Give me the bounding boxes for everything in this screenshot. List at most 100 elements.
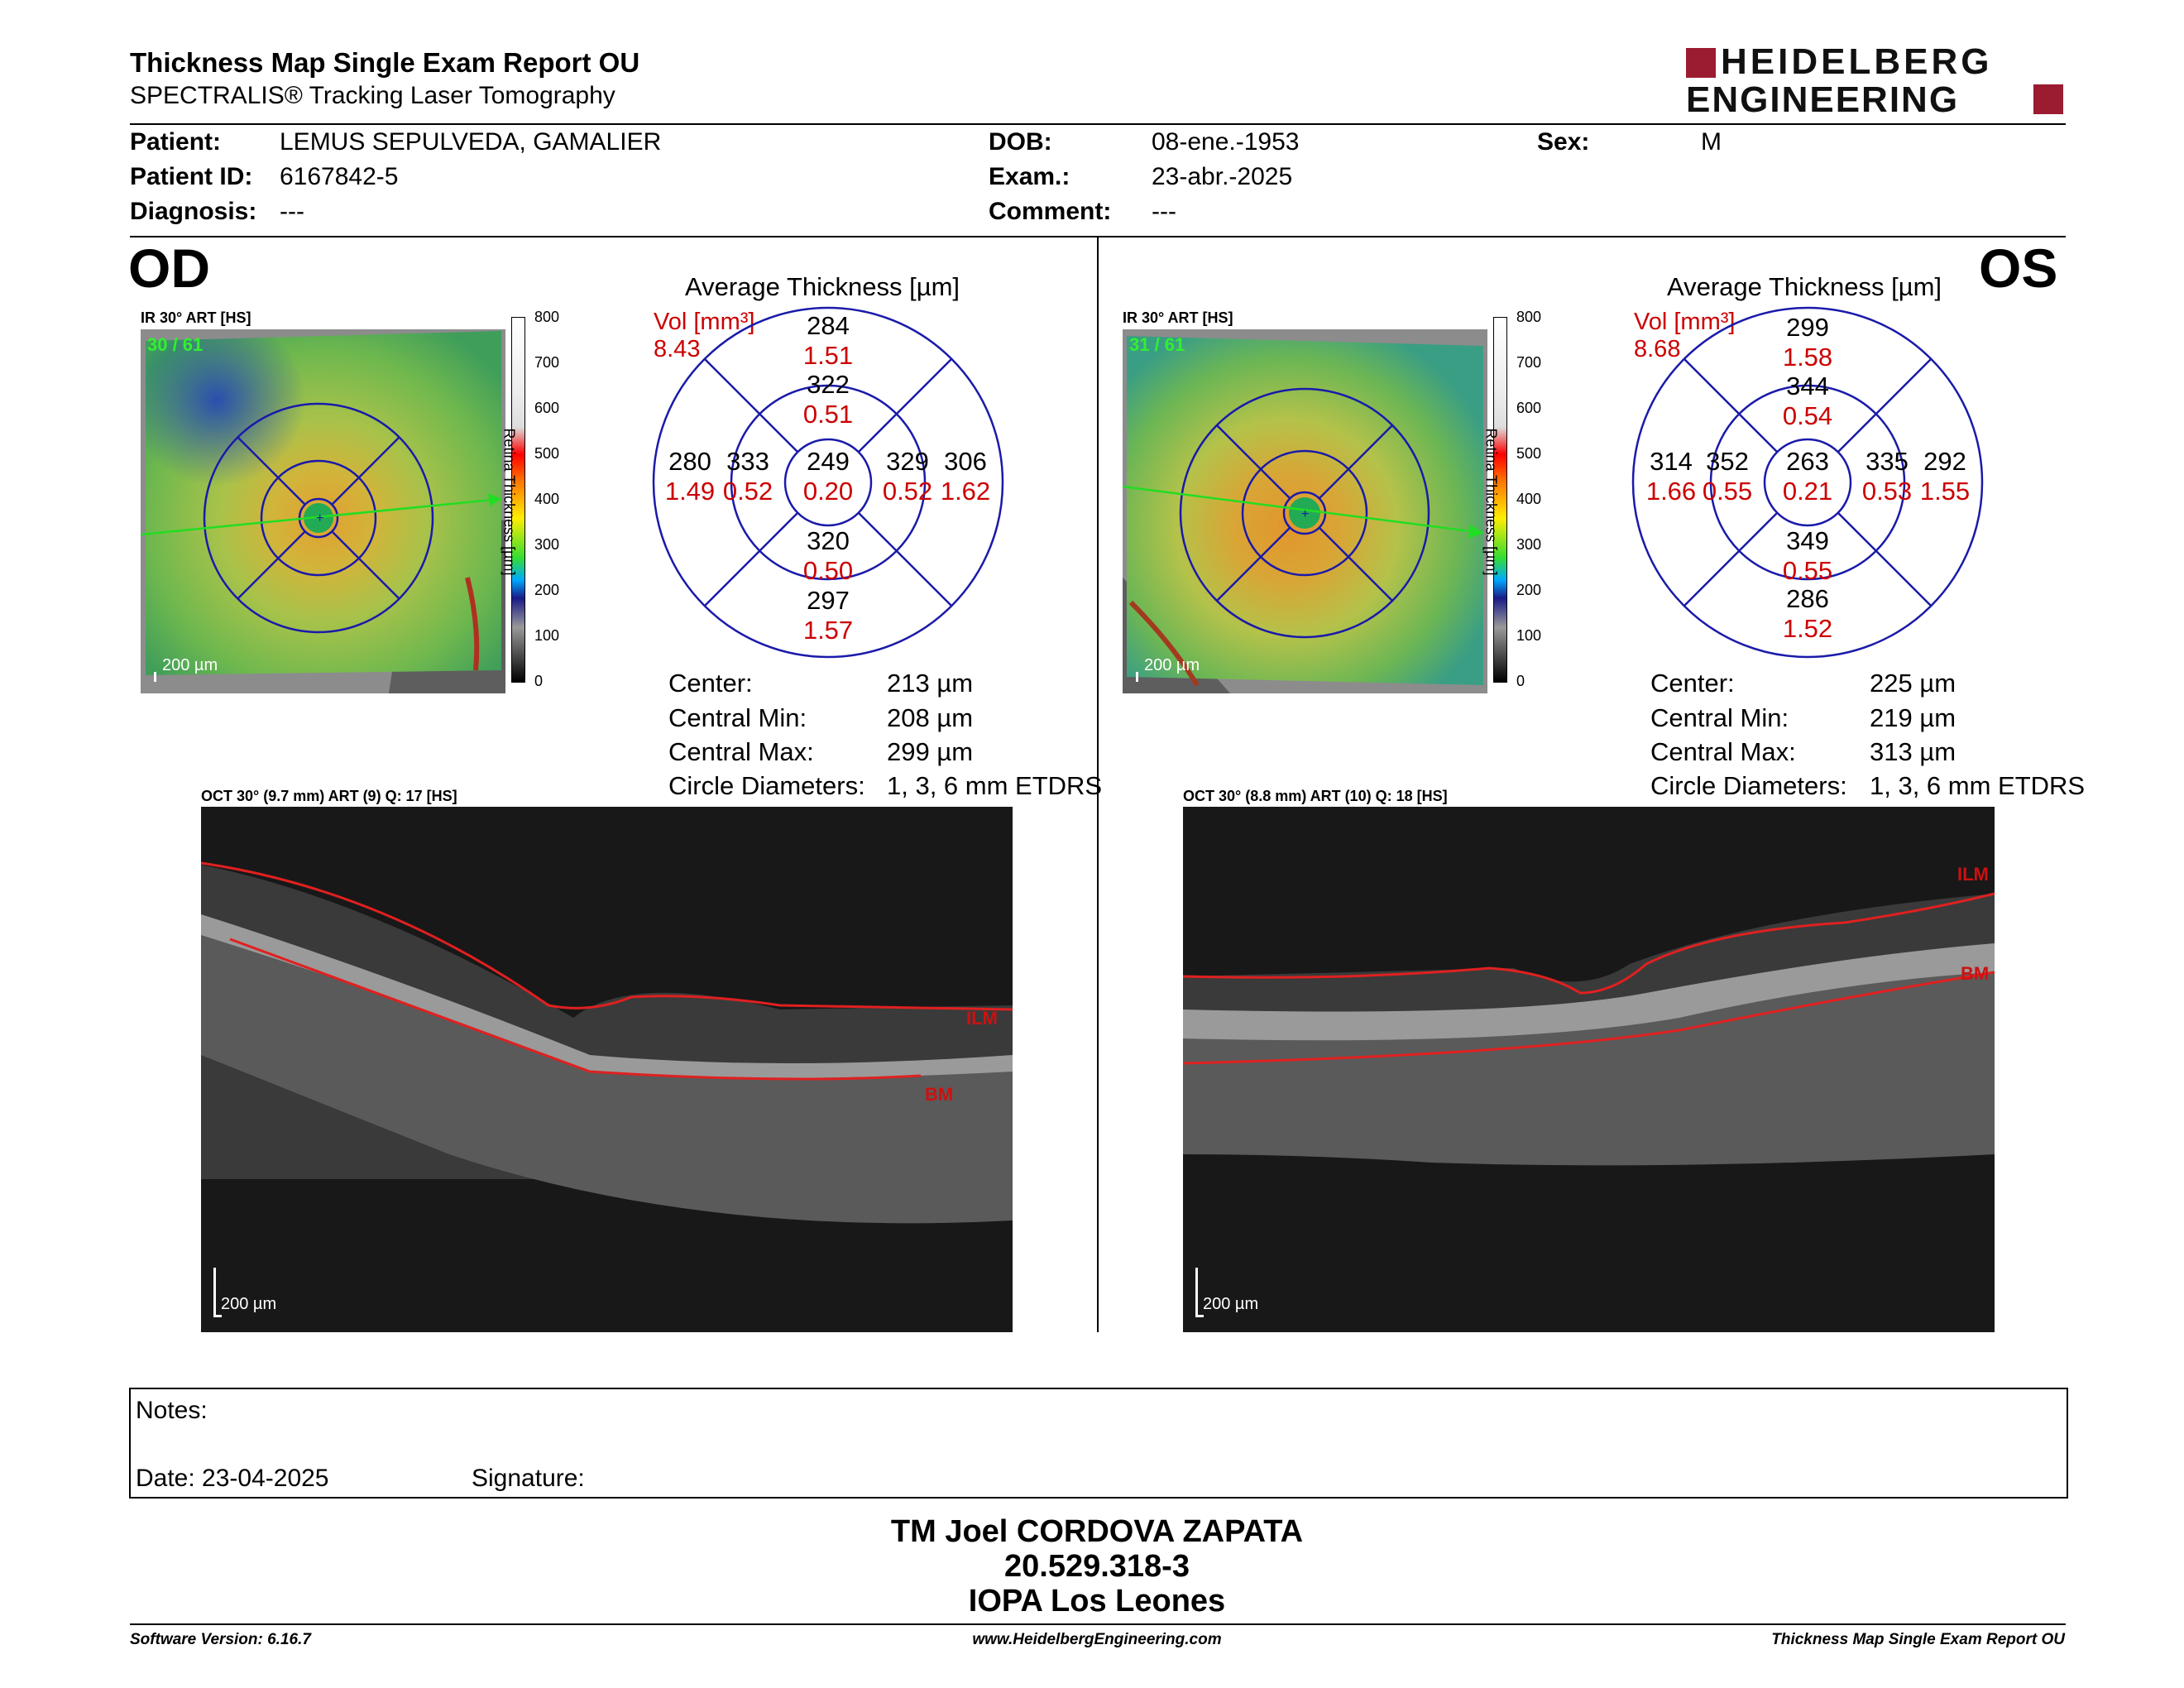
od-outer-right-volume: 1.62 (940, 477, 991, 506)
od-outer-inferior-thickness: 297 (807, 586, 850, 615)
patient-id-label: Patient ID: (130, 163, 253, 190)
od-oct-label: OCT 30° (9.7 mm) ART (9) Q: 17 [HS] (201, 788, 457, 804)
od-inner-inferior-thickness: 320 (807, 526, 850, 555)
od-stat-center-value: 213 µm (887, 669, 974, 698)
od-ir-scale-bar (154, 672, 156, 682)
report-subtitle: SPECTRALIS® Tracking Laser Tomography (130, 82, 615, 109)
od-outer-superior-volume: 1.51 (802, 341, 854, 370)
os-outer-left-thickness: 314 (1650, 447, 1693, 476)
svg-text:+: + (1301, 507, 1309, 521)
os-eye-label: OS (1979, 237, 2058, 299)
od-ir-scale-label: 200 µm (162, 656, 218, 674)
notes-date: Date: 23-04-2025 (136, 1465, 329, 1492)
os-inner-superior-thickness: 344 (1786, 372, 1829, 400)
dob-value: 08-ene.-1953 (1152, 128, 1300, 156)
od-colorbar-title: Retina Thickness [µm] (500, 428, 518, 576)
os-outer-right-volume: 1.55 (1919, 477, 1971, 506)
os-oct-bm-label: BM (1961, 963, 1990, 984)
od-oct-scale-bar (213, 1268, 216, 1317)
od-outer-inferior-volume: 1.57 (802, 616, 854, 645)
diagnosis-label: Diagnosis: (130, 198, 257, 225)
comment-label: Comment: (989, 198, 1112, 225)
os-inner-inferior-volume: 0.55 (1782, 556, 1833, 585)
os-vol-total: 8.68 (1634, 336, 1681, 362)
footer-software-version: Software Version: 6.16.7 (130, 1631, 311, 1648)
os-outer-left-volume: 1.66 (1645, 477, 1697, 506)
os-vol-label: Vol [mm³] (1634, 309, 1736, 335)
patient-label: Patient: (130, 128, 222, 156)
os-ir-scale-bar (1136, 672, 1138, 682)
od-stat-central-max-value: 299 µm (887, 737, 974, 766)
footer-website-link[interactable]: www.HeidelbergEngineering.com (972, 1631, 1222, 1648)
od-oct-bscan-image (201, 807, 1013, 1332)
od-inner-superior-volume: 0.51 (802, 400, 854, 429)
exam-value: 23-abr.-2025 (1152, 163, 1293, 190)
os-outer-right-thickness: 292 (1923, 447, 1966, 476)
od-stat-central-min-label: Central Min: (668, 703, 807, 732)
os-colorbar-title: Retina Thickness [µm] (1482, 428, 1500, 576)
os-oct-bscan-image (1183, 807, 1995, 1332)
os-stat-circle-diameters-label: Circle Diameters: (1650, 771, 1847, 800)
os-inner-left-volume: 0.55 (1702, 477, 1753, 506)
notes-box (129, 1388, 2068, 1499)
os-colorbar (1493, 317, 1507, 683)
svg-text:+: + (316, 511, 323, 525)
os-stat-central-min-label: Central Min: (1650, 703, 1789, 732)
os-outer-superior-volume: 1.58 (1782, 343, 1833, 372)
os-stat-center-value: 225 µm (1870, 669, 1956, 698)
os-stat-central-min-value: 219 µm (1870, 703, 1956, 732)
od-colorbar-tick-700: 700 (534, 354, 560, 371)
os-center-thickness: 263 (1786, 447, 1829, 476)
exam-label: Exam.: (989, 163, 1070, 190)
notes-signature-label: Signature: (472, 1465, 585, 1492)
od-inner-right-volume: 0.52 (882, 477, 933, 506)
os-colorbar-tick-500: 500 (1516, 445, 1542, 462)
os-average-thickness-title: Average Thickness [µm] (1667, 272, 1942, 301)
sex-label: Sex: (1537, 128, 1590, 156)
od-colorbar-tick-300: 300 (534, 536, 560, 553)
os-oct-ilm-label: ILM (1957, 864, 1989, 885)
od-center-thickness: 249 (807, 447, 850, 476)
od-oct-scale-bar-foot (213, 1315, 222, 1317)
os-inner-right-thickness: 335 (1866, 447, 1909, 476)
patient-rule (130, 236, 2066, 237)
header-rule (130, 123, 2066, 125)
os-inner-superior-volume: 0.54 (1782, 401, 1833, 430)
os-colorbar-tick-800: 800 (1516, 309, 1542, 325)
os-etdrs-grid (1631, 306, 1984, 659)
od-vol-label: Vol [mm³] (654, 309, 755, 335)
os-thickness-map-image: + (1123, 329, 1487, 693)
od-stat-center-label: Center: (668, 669, 753, 698)
od-center-volume: 0.20 (802, 477, 854, 506)
od-colorbar (511, 317, 525, 683)
diagnosis-value: --- (280, 198, 304, 225)
logo-line-2: ENGINEERING (1686, 79, 1960, 120)
logo-red-square-top (1686, 48, 1716, 78)
od-ir-art-count: 30 / 61 (147, 334, 204, 355)
os-inner-left-thickness: 352 (1706, 447, 1749, 476)
od-colorbar-tick-800: 800 (534, 309, 560, 325)
od-colorbar-tick-200: 200 (534, 582, 560, 598)
od-colorbar-tick-500: 500 (534, 445, 560, 462)
os-oct-scale-label: 200 µm (1203, 1295, 1259, 1313)
os-stat-center-label: Center: (1650, 669, 1735, 698)
notes-label: Notes: (136, 1397, 208, 1424)
od-stat-circle-diameters-label: Circle Diameters: (668, 771, 865, 800)
os-stat-circle-diameters-value: 1, 3, 6 mm ETDRS (1870, 771, 2086, 800)
od-colorbar-tick-0: 0 (534, 673, 544, 689)
od-inner-right-thickness: 329 (886, 447, 929, 476)
os-colorbar-tick-700: 700 (1516, 354, 1542, 371)
center-divider (1097, 237, 1099, 1332)
od-etdrs-grid (652, 306, 1004, 659)
os-oct-scale-bar-foot (1195, 1315, 1204, 1317)
patient-name: LEMUS SEPULVEDA, GAMALIER (280, 128, 662, 156)
os-outer-inferior-volume: 1.52 (1782, 614, 1833, 643)
od-eye-label: OD (128, 237, 210, 299)
od-oct-ilm-label: ILM (966, 1008, 998, 1029)
os-ir-scale-label: 200 µm (1144, 656, 1200, 674)
os-stat-central-max-value: 313 µm (1870, 737, 1956, 766)
od-inner-left-thickness: 333 (726, 447, 769, 476)
od-oct-scale-label: 200 µm (221, 1295, 277, 1313)
signer-name: TM Joel CORDOVA ZAPATA (890, 1514, 1304, 1549)
os-ir-label: IR 30° ART [HS] (1123, 309, 1233, 326)
